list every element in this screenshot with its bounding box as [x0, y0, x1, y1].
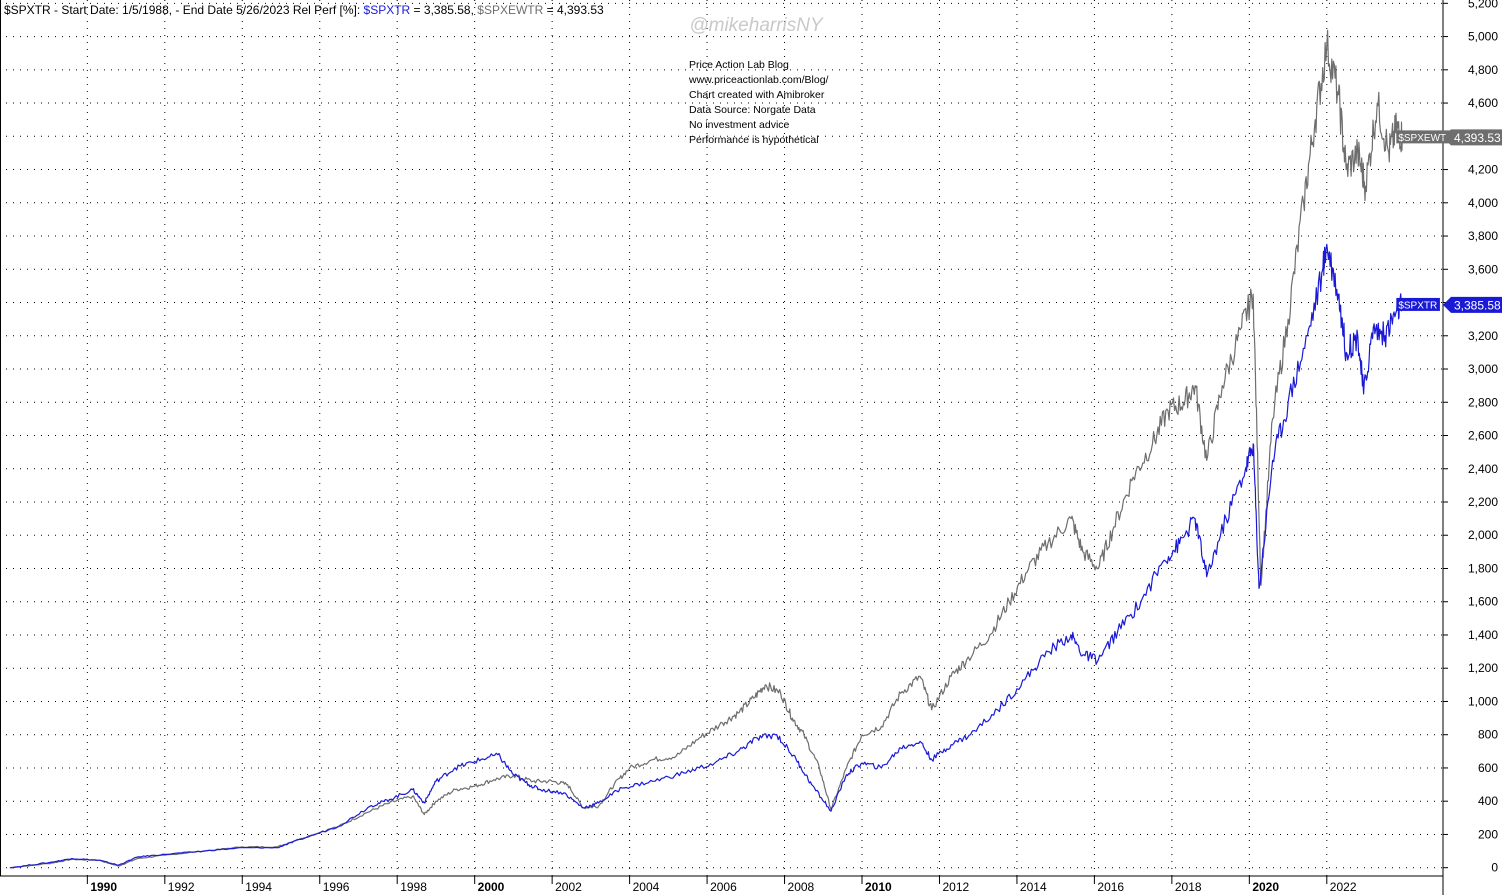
y-tick-label: 400 — [1478, 794, 1498, 808]
grid-lines — [6, 0, 1443, 876]
note-line: www.priceactionlab.com/Blog/ — [688, 74, 829, 86]
chart-notes: Price Action Lab Blog www.priceactionlab.… — [688, 59, 829, 146]
note-line: Chart created with Amibroker — [689, 89, 825, 101]
series-value-tag — [1443, 296, 1502, 313]
y-tick-label: 3,200 — [1468, 329, 1498, 343]
x-tick-label: 2002 — [555, 880, 582, 894]
x-tick-label: 2012 — [942, 880, 969, 894]
x-tick-label: 2004 — [633, 880, 660, 894]
watermark: @mikeharrisNY — [689, 15, 824, 36]
axes — [0, 0, 1444, 895]
x-tick-label: 1994 — [245, 880, 272, 894]
x-tick-label: 2018 — [1175, 880, 1202, 894]
x-tick-label: 2014 — [1020, 880, 1047, 894]
y-tick-label: 5,200 — [1468, 0, 1498, 10]
series-value-tag-label: 4,393.53 — [1454, 131, 1501, 145]
x-tick-label: 2016 — [1097, 880, 1124, 894]
y-tick-label: 3,800 — [1468, 229, 1498, 243]
x-tick-label: 2022 — [1330, 880, 1357, 894]
y-tick-label: 4,600 — [1468, 96, 1498, 110]
y-tick-label: 2,600 — [1468, 429, 1498, 443]
series-name-tag — [1396, 130, 1454, 144]
x-tick-label: 2010 — [865, 880, 892, 894]
y-tick-label: 5,000 — [1468, 30, 1498, 44]
y-tick-label: 1,400 — [1468, 628, 1498, 642]
x-tick-label: 1990 — [90, 880, 117, 894]
note-line: Data Source: Norgate Data — [689, 104, 816, 116]
y-axis-ticks: 0 200 400 600 800 1,000 1,200 1,400 1,600 1,800 2,… — [1443, 0, 1498, 875]
title-segment-3: $SPXEWTR — [477, 3, 543, 17]
series-value-tag-label: 3,385.58 — [1454, 298, 1501, 312]
title-segment-0: $SPXTR - Start Date: 1/5/1988, - End Dat… — [4, 3, 364, 17]
chart-title: $SPXTR - Start Date: 1/5/1988, - End Dat… — [4, 3, 604, 17]
note-line: Performance is hypothetical — [689, 134, 819, 146]
y-tick-label: 3,000 — [1468, 362, 1498, 376]
y-tick-label: 800 — [1478, 728, 1498, 742]
y-tick-label: 0 — [1491, 861, 1498, 875]
note-line: Price Action Lab Blog — [689, 59, 789, 71]
x-axis-ticks: 1990 1992 1994 1996 1998 2000 2002 2004 2006 2008… — [86, 876, 1357, 894]
x-tick-label: 1996 — [323, 880, 350, 894]
y-tick-label: 4,800 — [1468, 63, 1498, 77]
y-tick-label: 4,000 — [1468, 196, 1498, 210]
y-tick-label: 600 — [1478, 761, 1498, 775]
x-tick-label: 1992 — [168, 880, 195, 894]
y-tick-label: 2,800 — [1468, 395, 1498, 409]
y-tick-label: 4,200 — [1468, 163, 1498, 177]
y-tick-label: 1,600 — [1468, 595, 1498, 609]
y-tick-label: 2,200 — [1468, 495, 1498, 509]
series-line-spxtr — [9, 243, 1403, 869]
y-tick-label: 1,800 — [1468, 561, 1498, 575]
series-name-tag — [1396, 297, 1440, 311]
y-tick-label: 200 — [1478, 827, 1498, 841]
x-tick-label: 2006 — [710, 880, 737, 894]
y-tick-label: 1,000 — [1468, 694, 1498, 708]
series-name-tag-label: $SPXEWTR — [1398, 133, 1453, 144]
y-tick-label: 1,200 — [1468, 661, 1498, 675]
title-segment-2: = 3,385.58, — [410, 3, 477, 17]
title-segment-1: $SPXTR — [364, 3, 411, 17]
x-tick-label: 2008 — [788, 880, 815, 894]
x-tick-label: 1998 — [400, 880, 427, 894]
series-name-tag-label: $SPXTR — [1398, 300, 1437, 311]
y-tick-label: 3,600 — [1468, 262, 1498, 276]
x-tick-label: 2000 — [478, 880, 505, 894]
series-tags: $SPXEWTR 4,393.53 $SPXTR 3,385.58 — [1396, 129, 1502, 313]
y-tick-label: 2,400 — [1468, 462, 1498, 476]
note-line: No investment advice — [689, 119, 790, 131]
series-value-tag — [1443, 129, 1502, 146]
x-tick-label: 2020 — [1252, 880, 1279, 894]
y-tick-label: 2,000 — [1468, 528, 1498, 542]
series-layer — [9, 29, 1403, 869]
title-segment-4: = 4,393.53 — [543, 3, 604, 17]
